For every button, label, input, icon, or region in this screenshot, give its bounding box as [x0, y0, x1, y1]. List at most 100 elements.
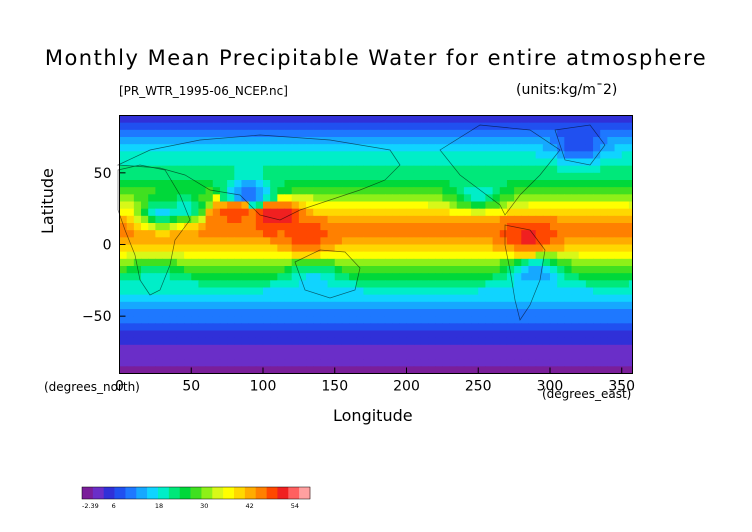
heatmap-cell	[593, 294, 601, 303]
heatmap-cell	[334, 359, 343, 367]
heatmap-cell	[406, 344, 415, 353]
heatmap-cell	[126, 337, 135, 346]
heatmap-cell	[349, 215, 357, 224]
heatmap-cell	[169, 251, 178, 260]
heatmap-cell	[148, 273, 156, 281]
heatmap-cell	[234, 122, 242, 131]
heatmap-cell	[428, 337, 436, 346]
heatmap-cell	[234, 330, 242, 339]
heatmap-cell	[428, 237, 436, 245]
heatmap-cell	[198, 330, 207, 339]
heatmap-cell	[377, 323, 386, 331]
heatmap-cell	[377, 266, 386, 274]
heatmap-cell	[155, 266, 164, 274]
heatmap-cell	[306, 180, 314, 188]
heatmap-cell	[492, 344, 501, 353]
heatmap-cell	[169, 165, 178, 174]
heatmap-cell	[571, 337, 580, 346]
heatmap-cell	[363, 122, 372, 131]
heatmap-cell	[327, 266, 336, 274]
heatmap-cell	[227, 137, 235, 145]
heatmap-cell	[406, 129, 415, 138]
heatmap-cell	[141, 294, 149, 303]
heatmap-cell	[593, 258, 601, 267]
heatmap-cell	[370, 266, 379, 274]
heatmap-cell	[614, 352, 623, 360]
heatmap-cell	[356, 172, 364, 181]
heatmap-cell	[313, 337, 321, 346]
heatmap-cell	[126, 223, 135, 231]
heatmap-cell	[449, 165, 458, 174]
heatmap-cell	[485, 129, 494, 138]
heatmap-cell	[528, 194, 537, 202]
heatmap-cell	[549, 137, 558, 145]
heatmap-cell	[585, 352, 594, 360]
heatmap-cell	[463, 316, 472, 324]
heatmap-cell	[557, 237, 565, 245]
heatmap-cell	[471, 330, 479, 339]
heatmap-cell	[148, 287, 156, 296]
heatmap-cell	[148, 337, 156, 346]
heatmap-cell	[119, 251, 128, 260]
heatmap-cell	[334, 330, 343, 339]
heatmap-cell	[406, 337, 415, 346]
heatmap-cell	[456, 244, 465, 253]
heatmap-cell	[442, 316, 451, 324]
heatmap-cell	[471, 187, 479, 195]
heatmap-cell	[356, 244, 364, 253]
heatmap-cell	[549, 194, 558, 202]
heatmap-cell	[377, 301, 386, 310]
heatmap-cell	[356, 280, 364, 288]
heatmap-cell	[399, 172, 407, 181]
heatmap-cell	[270, 122, 278, 131]
heatmap-cell	[205, 301, 214, 310]
heatmap-cell	[313, 352, 321, 360]
heatmap-cell	[370, 122, 379, 131]
heatmap-cell	[205, 280, 214, 288]
heatmap-cell	[219, 273, 228, 281]
heatmap-cell	[119, 115, 128, 124]
heatmap-cell	[219, 223, 228, 231]
heatmap-cell	[370, 172, 379, 181]
heatmap-cell	[241, 258, 250, 267]
heatmap-cell	[248, 208, 257, 217]
heatmap-cell	[313, 344, 321, 353]
heatmap-cell	[219, 230, 228, 238]
heatmap-cell	[549, 287, 558, 296]
heatmap-cell	[420, 187, 429, 195]
heatmap-cell	[492, 115, 501, 124]
heatmap-cell	[291, 215, 300, 224]
heatmap-cell	[284, 287, 293, 296]
heatmap-cell	[356, 187, 364, 195]
heatmap-cell	[191, 309, 199, 317]
heatmap-cell	[521, 122, 529, 131]
heatmap-cell	[442, 158, 451, 167]
heatmap-cell	[248, 215, 257, 224]
heatmap-cell	[449, 280, 458, 288]
heatmap-cell	[478, 180, 486, 188]
heatmap-cell	[234, 280, 242, 288]
heatmap-cell	[198, 194, 207, 202]
heatmap-cell	[141, 165, 149, 174]
heatmap-cell	[133, 287, 142, 296]
heatmap-cell	[126, 215, 135, 224]
heatmap-cell	[578, 359, 587, 367]
heatmap-cell	[298, 309, 307, 317]
heatmap-cell	[420, 144, 429, 152]
colorbar-label: 42	[245, 502, 253, 510]
heatmap-cell	[549, 280, 558, 288]
heatmap-cell	[456, 323, 465, 331]
heatmap-cell	[227, 316, 235, 324]
heatmap-cell	[219, 158, 228, 167]
heatmap-cell	[341, 223, 350, 231]
heatmap-cell	[542, 158, 551, 167]
heatmap-cell	[406, 223, 415, 231]
heatmap-cell	[521, 359, 529, 367]
heatmap-cell	[126, 194, 135, 202]
heatmap-cell	[528, 187, 537, 195]
heatmap-cell	[227, 266, 235, 274]
heatmap-cell	[126, 344, 135, 353]
heatmap-cell	[621, 273, 630, 281]
heatmap-cell	[341, 344, 350, 353]
heatmap-cell	[593, 323, 601, 331]
